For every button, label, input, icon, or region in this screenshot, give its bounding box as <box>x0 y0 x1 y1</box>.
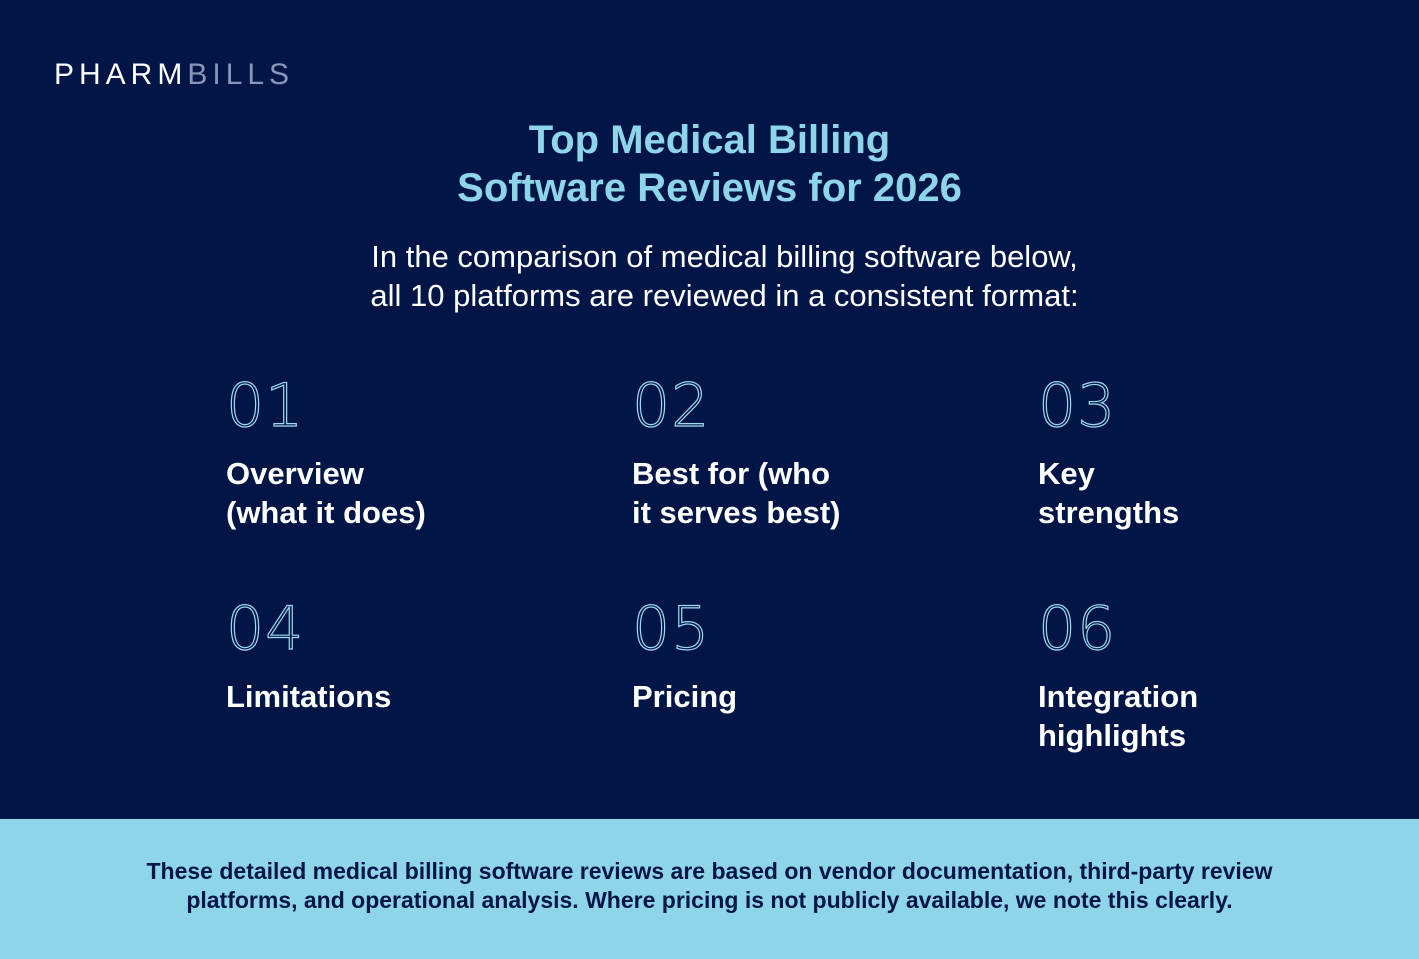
format-item-overview: 01 Overview (what it does) <box>225 371 586 532</box>
item-label: Limitations <box>226 679 392 714</box>
item-number: 02 <box>631 371 711 441</box>
page-title-line2: Software Reviews for 2026 <box>457 166 962 210</box>
intro-line2: all 10 platforms are reviewed in a consi… <box>370 278 1079 313</box>
item-label: Overview (what it does) <box>226 456 426 530</box>
item-number: 06 <box>1037 594 1117 664</box>
item-number: 04 <box>225 594 305 664</box>
format-item-limitations: 04 Limitations <box>225 594 586 716</box>
format-item-integration: 06 Integration highlights <box>1037 594 1398 755</box>
item-number: 03 <box>1037 371 1117 441</box>
format-item-best-for: 02 Best for (who it serves best) <box>631 371 992 532</box>
intro-text: In the comparison of medical billing sof… <box>0 237 1419 315</box>
page-title-line1: Top Medical Billing <box>528 118 891 162</box>
format-item-key-strengths: 03 Key strengths <box>1037 371 1398 532</box>
item-number: 01 <box>225 371 305 441</box>
brand-logo-part2: BILLS <box>187 58 295 91</box>
brand-logo: PHARMBILLS <box>54 58 294 92</box>
footer-note: These detailed medical billing software … <box>0 857 1419 915</box>
item-label: Integration highlights <box>1038 679 1199 753</box>
intro-line1: In the comparison of medical billing sof… <box>371 239 1078 274</box>
item-number: 05 <box>631 594 711 664</box>
format-item-pricing: 05 Pricing <box>631 594 992 716</box>
item-label: Best for (who it serves best) <box>632 456 841 530</box>
footer-note-line1: These detailed medical billing software … <box>146 858 1273 884</box>
brand-logo-part1: PHARM <box>54 58 188 91</box>
item-label: Pricing <box>632 679 738 714</box>
item-label: Key strengths <box>1038 456 1180 530</box>
footer-note-line2: platforms, and operational analysis. Whe… <box>186 887 1233 913</box>
page-title: Top Medical Billing Software Reviews for… <box>0 116 1419 212</box>
main-panel: PHARMBILLS Top Medical Billing Software … <box>0 58 1419 755</box>
footer-banner: These detailed medical billing software … <box>0 819 1419 959</box>
